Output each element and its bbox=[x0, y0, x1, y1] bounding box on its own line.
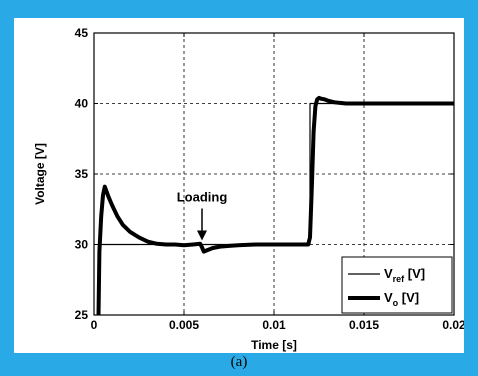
figure-caption: (a) bbox=[230, 354, 248, 370]
y-axis-label: Voltage [V] bbox=[33, 143, 47, 205]
legend: Vref [V] Vo [V] bbox=[341, 256, 453, 314]
series-layer bbox=[96, 95, 454, 315]
x-tick-label: 0.01 bbox=[262, 318, 286, 332]
y-tick-label: 45 bbox=[75, 26, 89, 40]
y-tick-label: 35 bbox=[75, 167, 89, 181]
x-tick-label: 0 bbox=[91, 318, 98, 332]
y-tick-label: 30 bbox=[75, 238, 89, 252]
line-chart: 0 0.005 0.01 0.015 0.02 25 30 35 40 45 Loading Vr… bbox=[33, 26, 464, 352]
loading-annotation: Loading bbox=[177, 190, 228, 241]
y-tick-label: 40 bbox=[75, 97, 89, 111]
legend-entry: Vref [V] bbox=[384, 266, 425, 284]
x-tick-label: 0.02 bbox=[442, 318, 464, 332]
legend-box bbox=[341, 256, 453, 314]
annotation-label: Loading bbox=[177, 190, 228, 205]
annotation-arrowhead bbox=[197, 230, 207, 241]
axis-ticks: 0 0.005 0.01 0.015 0.02 25 30 35 40 45 bbox=[75, 26, 464, 332]
x-tick-label: 0.005 bbox=[169, 318, 199, 332]
series-line-v-o bbox=[96, 95, 454, 315]
legend-entry: Vo [V] bbox=[384, 290, 419, 308]
x-axis-label: Time [s] bbox=[251, 338, 297, 352]
x-tick-label: 0.015 bbox=[349, 318, 379, 332]
y-tick-label: 25 bbox=[75, 308, 89, 322]
